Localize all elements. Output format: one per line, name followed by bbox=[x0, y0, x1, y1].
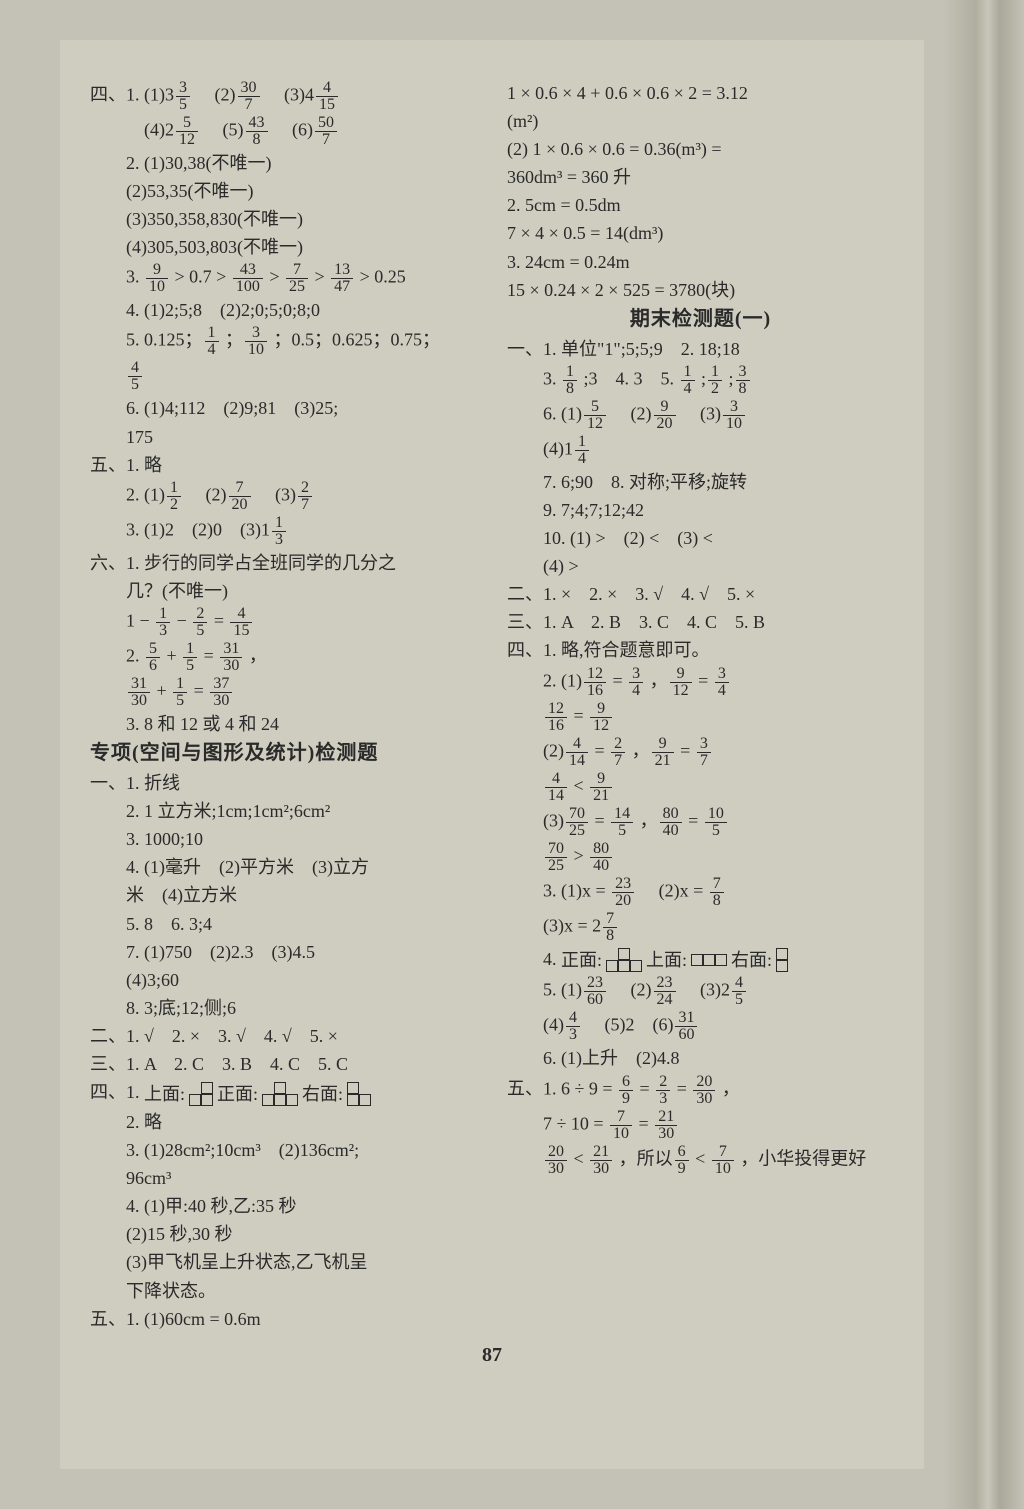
top-view-icon bbox=[691, 954, 727, 966]
sec5-2: 2. (1)12 (2)720 (3)27 bbox=[126, 480, 477, 513]
sec6-1: 六、1. 步行的同学占全班同学的几分之 bbox=[90, 550, 477, 576]
sec6-2: 2. 56 + 15 = 3130 ， bbox=[126, 641, 477, 674]
side-view-icon bbox=[776, 948, 788, 972]
sec5-1: 五、1. 略 bbox=[90, 452, 477, 478]
rt-l1b: (m²) bbox=[507, 108, 894, 134]
r4-5b: (4)43 (5)2 (6)3160 bbox=[543, 1010, 894, 1043]
sp4-4: 4. (1)甲:40 秒,乙:35 秒 bbox=[126, 1193, 477, 1219]
sp4-3b: 96cm³ bbox=[126, 1165, 477, 1191]
r4-1: 四、1. 略,符合题意即可。 bbox=[507, 637, 894, 663]
r4-3: 3. (1)x = 2320 (2)x = 78 bbox=[543, 876, 894, 909]
r5-1: 五、1. 6 ÷ 9 = 69 = 23 = 2030 ， bbox=[507, 1074, 894, 1107]
sec4-1b: (4)2512 (5)438 (6)507 bbox=[144, 115, 477, 148]
r1-1: 一、1. 单位"1";5;5;9 2. 18;18 bbox=[507, 336, 894, 362]
sp1-2: 2. 1 立方米;1cm;1cm²;6cm² bbox=[126, 798, 477, 824]
sec6-1b: 几？(不唯一) bbox=[126, 578, 477, 604]
sp3: 三、1. A 2. C 3. B 4. C 5. C bbox=[90, 1051, 477, 1077]
rt-l4: 7 × 4 × 0.5 = 14(dm³) bbox=[507, 220, 894, 246]
sec4-6b: 175 bbox=[126, 424, 477, 450]
sp1-7: 7. (1)750 (2)2.3 (3)4.5 bbox=[126, 939, 477, 965]
sp4-2: 2. 略 bbox=[126, 1109, 477, 1135]
sec5-3: 3. (1)2 (2)0 (3)113 bbox=[126, 515, 477, 548]
sp2: 二、1. √ 2. × 3. √ 4. √ 5. × bbox=[90, 1023, 477, 1049]
rt-l5: 3. 24cm = 0.24m bbox=[507, 249, 894, 275]
sec6-2b: 3130 + 15 = 3730 bbox=[126, 676, 477, 709]
front-view-icon bbox=[606, 948, 642, 972]
r4-2e: (3)7025 = 145 ，8040 = 105 bbox=[543, 806, 894, 839]
sec4-6: 6. (1)4;112 (2)9;81 (3)25; bbox=[126, 395, 477, 421]
sp4-4c: (3)甲飞机呈上升状态,乙飞机呈 bbox=[126, 1249, 477, 1275]
r1-6b: (4)114 bbox=[543, 434, 894, 467]
r5-3: 2030 < 2130 ，所以69 < 710 ，小华投得更好 bbox=[543, 1144, 894, 1177]
sp4-3: 3. (1)28cm²;10cm³ (2)136cm²; bbox=[126, 1137, 477, 1163]
sec4-3: 3. 910 > 0.7 > 43100 > 725 > 1347 > 0.25 bbox=[126, 262, 477, 295]
sp1-4: 4. (1)毫升 (2)平方米 (3)立方 bbox=[126, 854, 477, 880]
r4-2c: (2)414 = 27 ，921 = 37 bbox=[543, 736, 894, 769]
r1-9: 9. 7;4;7;12;42 bbox=[543, 497, 894, 523]
page-number: 87 bbox=[90, 1344, 894, 1367]
rt-l3: 2. 5cm = 0.5dm bbox=[507, 192, 894, 218]
left-column: 四、1. (1)335 (2)307 (3)4415 (4)2512 (5)43… bbox=[90, 80, 477, 1334]
side-view-icon bbox=[347, 1082, 371, 1106]
rt-l6: 15 × 0.24 × 2 × 525 = 3780(块) bbox=[507, 277, 894, 303]
top-view-icon bbox=[189, 1082, 213, 1106]
rt-l2: (2) 1 × 0.6 × 0.6 = 0.36(m³) = bbox=[507, 136, 894, 162]
r1-6: 6. (1)512 (2)920 (3)310 bbox=[543, 399, 894, 432]
book-binding bbox=[944, 0, 1024, 1509]
sec4-2: 2. (1)30,38(不唯一) bbox=[126, 150, 477, 176]
sec4-4: 4. (1)2;5;8 (2)2;0;5;0;8;0 bbox=[126, 297, 477, 323]
sec6-3: 3. 8 和 12 或 4 和 24 bbox=[126, 711, 477, 737]
sec4-1: 四、1. (1)335 (2)307 (3)4415 bbox=[90, 80, 477, 113]
r4-2d: 414 < 921 bbox=[543, 771, 894, 804]
r4-6: 6. (1)上升 (2)4.8 bbox=[543, 1045, 894, 1071]
right-column: 1 × 0.6 × 4 + 0.6 × 0.6 × 2 = 3.12 (m²) … bbox=[507, 80, 894, 1334]
sp1-1: 一、1. 折线 bbox=[90, 770, 477, 796]
front-view-icon bbox=[262, 1082, 298, 1106]
special-header: 专项(空间与图形及统计)检测题 bbox=[90, 739, 477, 768]
r2: 二、1. × 2. × 3. √ 4. √ 5. × bbox=[507, 581, 894, 607]
sp1-4b: 米 (4)立方米 bbox=[126, 882, 477, 908]
rt-l2b: 360dm³ = 360 升 bbox=[507, 164, 894, 190]
sp1-5: 5. 8 6. 3;4 bbox=[126, 911, 477, 937]
final-exam-header: 期末检测题(一) bbox=[507, 305, 894, 334]
sp1-3: 3. 1000;10 bbox=[126, 826, 477, 852]
sp1-7b: (4)3;60 bbox=[126, 967, 477, 993]
r1-3: 3. 18 ;3 4. 3 5. 14 ;12 ;38 bbox=[543, 364, 894, 397]
r4-4: 4. 正面: 上面: 右面: bbox=[543, 946, 894, 974]
sp4-1: 四、1. 上面: 正面: 右面: bbox=[90, 1079, 477, 1107]
rt-l1: 1 × 0.6 × 4 + 0.6 × 0.6 × 2 = 3.12 bbox=[507, 80, 894, 106]
sp1-8: 8. 3;底;12;侧;6 bbox=[126, 995, 477, 1021]
sp4-4d: 下降状态。 bbox=[126, 1278, 477, 1304]
r1-10b: (4) > bbox=[543, 553, 894, 579]
sec4-5b: 45 bbox=[126, 360, 477, 393]
r4-2f: 7025 > 8040 bbox=[543, 841, 894, 874]
answer-page: 四、1. (1)335 (2)307 (3)4415 (4)2512 (5)43… bbox=[60, 40, 924, 1469]
sec4-2c: (3)350,358,830(不唯一) bbox=[126, 206, 477, 232]
r4-2: 2. (1)1216 = 34 ，912 = 34 bbox=[543, 666, 894, 699]
sec6-1c: 1 − 13 − 25 = 415 bbox=[126, 606, 477, 639]
r1-7: 7. 6;90 8. 对称;平移;旋转 bbox=[543, 469, 894, 495]
sec4-5: 5. 0.125；14 ；310 ；0.5；0.625；0.75； bbox=[126, 325, 477, 358]
r4-3b: (3)x = 278 bbox=[543, 911, 894, 944]
r5-2: 7 ÷ 10 = 710 = 2130 bbox=[543, 1109, 894, 1142]
sp5: 五、1. (1)60cm = 0.6m bbox=[90, 1306, 477, 1332]
sec4-2d: (4)305,503,803(不唯一) bbox=[126, 234, 477, 260]
sec4-2b: (2)53,35(不唯一) bbox=[126, 178, 477, 204]
r1-10: 10. (1) > (2) < (3) < bbox=[543, 525, 894, 551]
r4-2b: 1216 = 912 bbox=[543, 701, 894, 734]
r4-5: 5. (1)2360 (2)2324 (3)245 bbox=[543, 975, 894, 1008]
sp4-4b: (2)15 秒,30 秒 bbox=[126, 1221, 477, 1247]
r3: 三、1. A 2. B 3. C 4. C 5. B bbox=[507, 609, 894, 635]
